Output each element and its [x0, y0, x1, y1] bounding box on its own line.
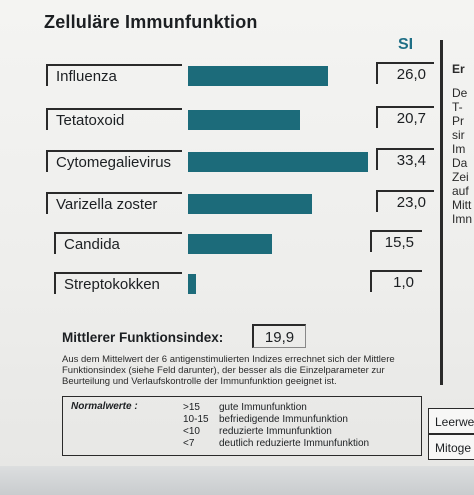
normal-threshold: >15	[183, 402, 200, 413]
column-divider	[440, 40, 443, 385]
side-box-leerwert: Leerwe	[428, 408, 474, 434]
normal-row: 10-15 befriedigende Immunfunktion	[183, 414, 348, 425]
si-bar	[188, 274, 196, 294]
normal-threshold: <10	[183, 426, 200, 437]
antigen-label: Candida	[54, 232, 182, 254]
si-value: 26,0	[376, 62, 434, 84]
page-bottom-shadow	[0, 466, 474, 495]
si-bar	[188, 110, 300, 130]
mfi-label: Mittlerer Funktionsindex:	[62, 330, 224, 345]
normal-row: >15 gute Immunfunktion	[183, 402, 307, 413]
normal-threshold: <7	[183, 438, 195, 449]
right-line: Da	[452, 156, 468, 170]
si-value: 23,0	[376, 190, 434, 212]
si-value: 1,0	[370, 270, 422, 292]
normal-text: befriedigende Immunfunktion	[219, 414, 348, 425]
side-box-mitogen: Mitoge	[428, 434, 474, 460]
right-line: Mitt	[452, 198, 472, 212]
normal-values-box: Normalwerte : >15 gute Immunfunktion 10-1…	[62, 396, 422, 456]
si-value: 20,7	[376, 106, 434, 128]
si-value: 15,5	[370, 230, 422, 252]
right-line: Imn	[452, 212, 473, 226]
si-column-header: SI	[398, 36, 414, 53]
normal-values-title: Normalwerte :	[71, 401, 138, 412]
antigen-label: Influenza	[46, 64, 182, 86]
section-title: Zelluläre Immunfunktion	[44, 12, 258, 32]
antigen-label: Varizella zoster	[46, 192, 182, 214]
antigen-label: Streptokokken	[54, 272, 182, 294]
right-column-header: Er	[452, 62, 465, 76]
si-value: 33,4	[376, 148, 434, 170]
si-bar	[188, 194, 312, 214]
right-column-text: Er De T- Pr sir Im Da Zei auf Mitt Imn	[452, 62, 473, 226]
description-text: Aus dem Mittelwert der 6 antigenstimulie…	[62, 354, 395, 387]
mfi-value: 19,9	[252, 324, 306, 348]
normal-row: <7 deutlich reduzierte Immunfunktion	[183, 438, 369, 449]
right-line: Pr	[452, 114, 464, 128]
normal-text: reduzierte Immunfunktion	[219, 426, 332, 437]
normal-threshold: 10-15	[183, 414, 209, 425]
si-bar	[188, 234, 272, 254]
normal-row: <10 reduzierte Immunfunktion	[183, 426, 332, 437]
si-bar	[188, 66, 329, 86]
normal-text: gute Immunfunktion	[219, 402, 307, 413]
right-line: De	[452, 86, 468, 100]
right-line: auf	[452, 184, 469, 198]
antigen-label: Tetatoxoid	[46, 108, 182, 130]
right-line: sir	[452, 128, 465, 142]
normal-text: deutlich reduzierte Immunfunktion	[219, 438, 370, 449]
right-line: Im	[452, 142, 466, 156]
antigen-label: Cytomegalievirus	[46, 150, 182, 172]
right-line: Zei	[452, 170, 469, 184]
right-line: T-	[452, 100, 463, 114]
si-bar	[188, 152, 368, 172]
